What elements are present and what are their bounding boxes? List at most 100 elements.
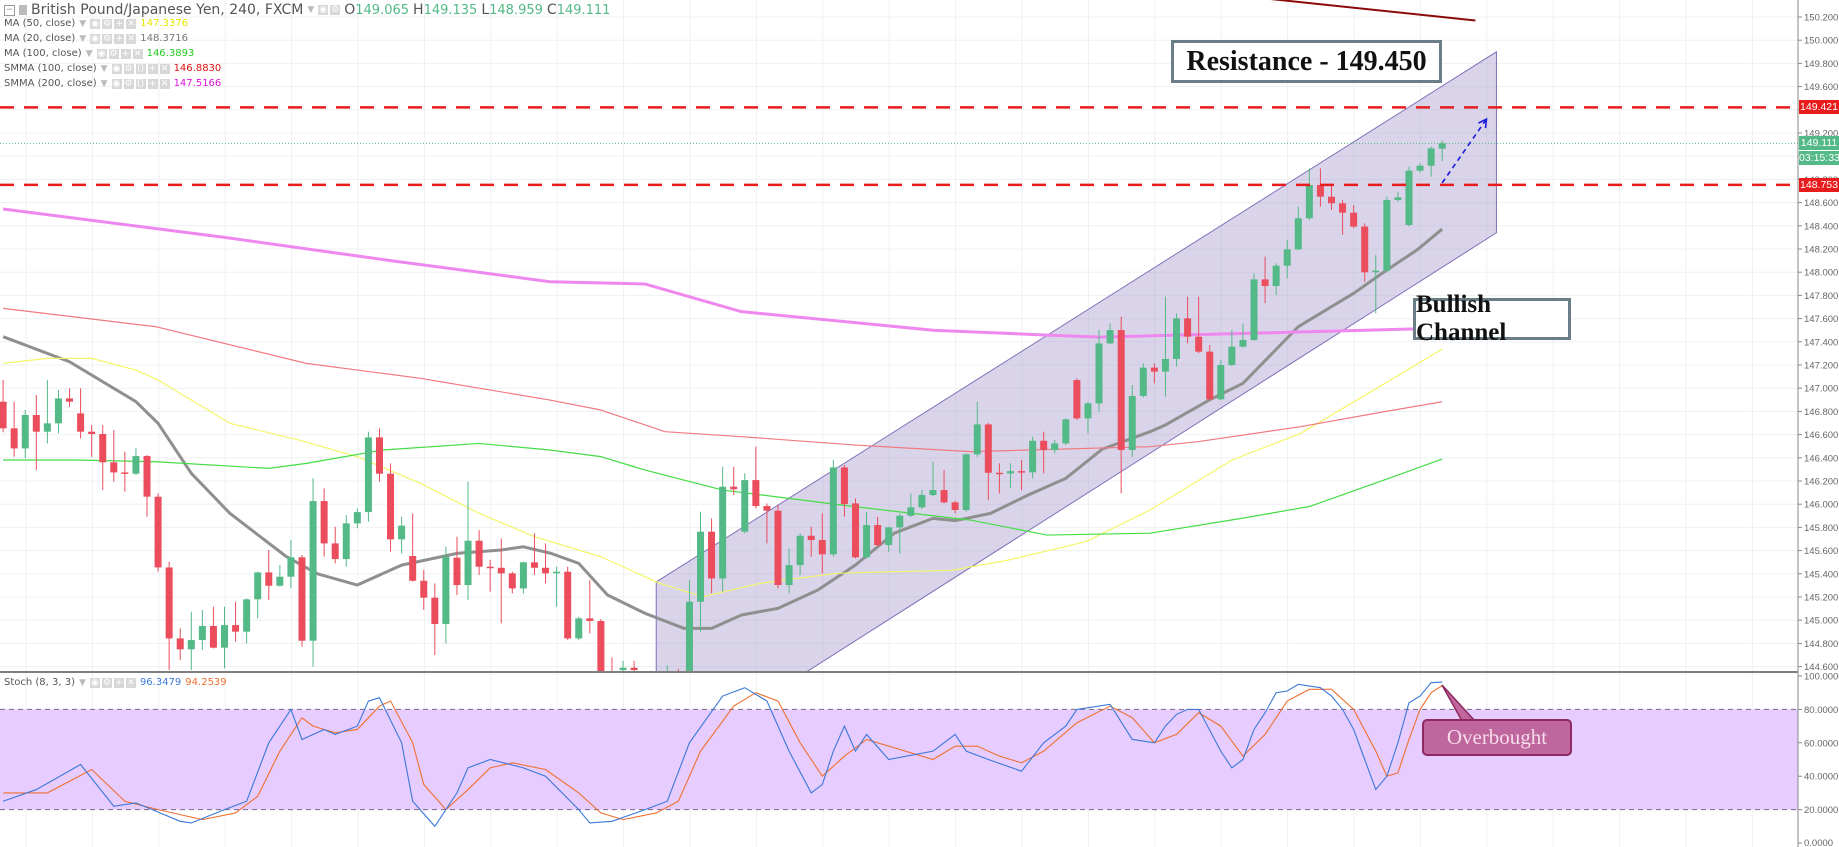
candle xyxy=(243,598,251,644)
arrow-line xyxy=(1441,118,1488,184)
candle-body xyxy=(719,486,727,579)
candle-body xyxy=(398,525,406,540)
horizontal-levels[interactable] xyxy=(0,106,1798,187)
candle-body xyxy=(43,423,51,432)
chevron-down-icon[interactable]: ▼ xyxy=(79,33,87,44)
chevron-down-icon[interactable]: ▼ xyxy=(307,5,315,15)
candle xyxy=(121,451,129,492)
candle-body xyxy=(99,434,107,463)
indicator-legend[interactable]: MA (50, close) ▼ ◉ ⚙ + ✕ 147.3376 xyxy=(4,18,188,29)
candle xyxy=(1427,146,1435,177)
settings-icon[interactable]: ⚙ xyxy=(102,33,113,44)
settings-icon[interactable]: ⚙ xyxy=(101,677,112,688)
candle xyxy=(464,481,472,601)
candle xyxy=(1139,363,1147,398)
close-icon[interactable]: ✕ xyxy=(126,18,137,29)
eye-icon[interactable]: ◉ xyxy=(111,78,122,89)
resistance-annotation[interactable]: Resistance - 149.450 xyxy=(1171,40,1442,83)
indicator-value: 147.5166 xyxy=(173,78,222,89)
candle xyxy=(398,516,406,554)
chevron-down-icon[interactable]: ▼ xyxy=(79,18,87,29)
indicator-legend[interactable]: MA (20, close) ▼ ◉ ⚙ + ✕ 148.3716 xyxy=(4,33,188,44)
trendline[interactable] xyxy=(1254,0,1476,22)
indicator-label[interactable]: MA (20, close) xyxy=(4,33,76,44)
plus-icon[interactable]: + xyxy=(114,33,125,44)
settings-icon[interactable]: ⚙ xyxy=(123,78,134,89)
price-axis[interactable]: 150.200150.000149.800149.600149.400149.2… xyxy=(1798,13,1839,847)
candle xyxy=(1073,378,1081,421)
open-value: 149.065 xyxy=(355,3,410,18)
close-icon[interactable]: ✕ xyxy=(159,78,170,89)
overbought-annotation[interactable]: Overbought xyxy=(1422,719,1572,756)
symbol-title[interactable]: British Pound/Japanese Yen, 240, FXCM xyxy=(31,2,304,18)
indicator-legend[interactable]: SMMA (100, close) ▼ ◉ ⚙() + ✕ 146.8830 xyxy=(4,63,221,74)
candle-body xyxy=(1217,365,1225,400)
candle-body xyxy=(442,556,450,625)
indicator-label[interactable]: SMMA (100, close) xyxy=(4,63,97,74)
candle xyxy=(677,668,679,671)
candle xyxy=(32,395,40,471)
close-icon[interactable]: ✕ xyxy=(159,63,170,74)
candle-body xyxy=(165,567,173,639)
eye-icon[interactable]: ◉ xyxy=(89,677,100,688)
candle-body xyxy=(763,506,771,511)
ma-line xyxy=(3,442,1443,536)
indicator-legend[interactable]: MA (100, close) ▼ ◉ ⚙ + ✕ 146.3893 xyxy=(4,48,194,59)
eye-icon[interactable]: ◉ xyxy=(318,5,329,15)
plus-icon[interactable]: + xyxy=(147,78,158,89)
low-value: 148.959 xyxy=(489,3,543,18)
eye-icon[interactable]: ◉ xyxy=(90,18,101,29)
indicator-legend[interactable]: SMMA (200, close) ▼ ◉ ⚙() + ✕ 147.5166 xyxy=(4,78,221,89)
indicator-label[interactable]: MA (100, close) xyxy=(4,48,82,59)
source-icon[interactable]: () xyxy=(135,78,146,89)
candle xyxy=(575,616,583,641)
chevron-down-icon[interactable]: ▼ xyxy=(85,48,93,59)
stoch-label[interactable]: Stoch (8, 3, 3) xyxy=(4,677,76,688)
chevron-down-icon[interactable]: ▼ xyxy=(100,63,108,74)
stoch-legend[interactable]: Stoch (8, 3, 3) ▼ ◉ ⚙ + ✕ 96.3479 94.2539 xyxy=(4,677,227,688)
candle-body xyxy=(1316,184,1324,197)
collapse-icon[interactable]: − xyxy=(4,4,15,16)
indicator-label[interactable]: MA (50, close) xyxy=(4,18,76,29)
symbol-legend[interactable]: − British Pound/Japanese Yen, 240, FXCM … xyxy=(4,2,610,18)
candle xyxy=(309,478,317,667)
settings-icon[interactable]: ⚙ xyxy=(102,18,113,29)
settings-icon[interactable]: ⚙ xyxy=(123,63,134,74)
candle xyxy=(453,536,461,596)
projection-arrow[interactable] xyxy=(1441,117,1488,184)
candle-body xyxy=(1173,318,1181,359)
close-icon[interactable]: ✕ xyxy=(125,677,136,688)
eye-icon[interactable]: ◉ xyxy=(96,48,107,59)
price-tick-label: 146.400 xyxy=(1804,453,1838,464)
settings-icon[interactable]: ⚙ xyxy=(330,5,341,15)
source-icon[interactable]: () xyxy=(135,63,146,74)
plus-icon[interactable]: + xyxy=(114,18,125,29)
candle xyxy=(221,606,228,669)
candle xyxy=(387,463,395,552)
candle-body xyxy=(630,667,638,671)
candle xyxy=(586,580,594,634)
candle xyxy=(642,672,649,701)
settings-icon[interactable]: ⚙ xyxy=(108,48,119,59)
candle xyxy=(741,473,749,534)
candle xyxy=(276,564,284,587)
eye-icon[interactable]: ◉ xyxy=(90,33,101,44)
eye-icon[interactable]: ◉ xyxy=(111,63,122,74)
candle xyxy=(1328,184,1335,211)
candle-body xyxy=(1350,212,1358,227)
plus-icon[interactable]: + xyxy=(147,63,158,74)
bullish-channel-annotation[interactable]: Bullish Channel xyxy=(1413,291,1571,346)
close-icon[interactable]: ✕ xyxy=(132,48,143,59)
indicator-label[interactable]: SMMA (200, close) xyxy=(4,78,97,89)
stoch-tick-label: 0.0000 xyxy=(1804,838,1833,847)
chevron-down-icon[interactable]: ▼ xyxy=(79,677,86,688)
plus-icon[interactable]: + xyxy=(120,48,131,59)
close-icon[interactable]: ✕ xyxy=(126,33,137,44)
candle xyxy=(697,511,705,632)
plus-icon[interactable]: + xyxy=(113,677,124,688)
candle-body xyxy=(863,525,871,558)
candle xyxy=(730,466,738,496)
candle xyxy=(1040,431,1048,474)
candle xyxy=(796,533,804,576)
chevron-down-icon[interactable]: ▼ xyxy=(100,78,108,89)
